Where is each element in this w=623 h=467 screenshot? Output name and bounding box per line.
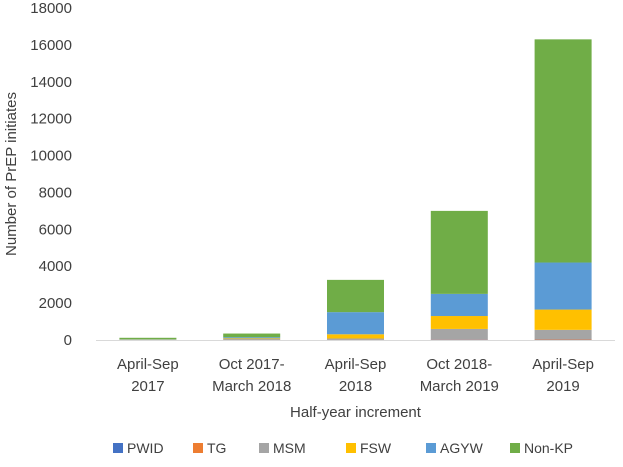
y-axis-title: Number of PrEP initiates (3, 92, 20, 256)
bar-segment-fsw (430, 316, 488, 329)
x-tick-label: 2017 (131, 378, 164, 395)
legend-label: MSM (273, 440, 306, 456)
x-tick-label: 2018 (339, 378, 372, 395)
y-tick-label: 4000 (39, 258, 72, 275)
y-tick-label: 2000 (39, 295, 72, 312)
bar-segment-fsw (534, 309, 592, 330)
x-axis-ticks: April-Sep 2017 Oct 2017- March 2018 April-Se… (117, 356, 594, 395)
legend-swatch (259, 443, 269, 453)
y-axis-ticks: 0 2000 4000 6000 8000 10000 12000 14000 16000 180… (30, 0, 72, 349)
y-tick-label: 16000 (30, 37, 72, 54)
legend-swatch (113, 443, 123, 453)
bar-segment-non-kp (119, 337, 177, 340)
legend-swatch (346, 443, 356, 453)
legend-label: TG (207, 440, 226, 456)
x-tick-label: March 2019 (420, 378, 499, 395)
y-tick-label: 10000 (30, 148, 72, 165)
legend-label: PWID (127, 440, 164, 456)
x-tick-label: 2019 (546, 378, 579, 395)
bar-segment-non-kp (223, 333, 281, 338)
bar-segment-agyw (327, 312, 384, 335)
bar-segment-tg (534, 339, 592, 340)
bar-segment-msm (327, 338, 384, 340)
legend: PWID TG MSM FSW AGYW Non-KP (113, 440, 573, 456)
x-tick-label: Oct 2018- (426, 356, 492, 373)
bar-segment-non-kp (534, 39, 592, 263)
x-tick-label: April-Sep (532, 356, 594, 373)
legend-label: FSW (360, 440, 392, 456)
bar-segment-agyw (534, 262, 592, 310)
x-tick-label: March 2018 (212, 378, 291, 395)
y-tick-label: 12000 (30, 111, 72, 128)
bar-segment-non-kp (430, 210, 488, 294)
bar-segment-msm (430, 328, 488, 340)
legend-swatch (426, 443, 436, 453)
legend-swatch (193, 443, 203, 453)
bar-segment-msm (223, 339, 281, 340)
bar-segment-agyw (430, 293, 488, 317)
y-tick-label: 14000 (30, 74, 72, 91)
x-axis-title: Half-year increment (290, 404, 422, 421)
bars (119, 39, 592, 340)
bar-segment-fsw (327, 334, 384, 339)
x-tick-label: April-Sep (325, 356, 387, 373)
y-tick-label: 6000 (39, 221, 72, 238)
x-tick-label: Oct 2017- (219, 356, 285, 373)
bar-segment-agyw (223, 337, 281, 339)
legend-label: Non-KP (524, 440, 573, 456)
legend-label: AGYW (440, 440, 484, 456)
bar-segment-non-kp (327, 279, 384, 313)
y-tick-label: 0 (64, 332, 72, 349)
x-tick-label: April-Sep (117, 356, 179, 373)
bar-segment-msm (534, 329, 592, 340)
bar-segment-fsw (223, 338, 281, 340)
y-tick-label: 8000 (39, 184, 72, 201)
y-tick-label: 18000 (30, 0, 72, 17)
legend-swatch (510, 443, 520, 453)
